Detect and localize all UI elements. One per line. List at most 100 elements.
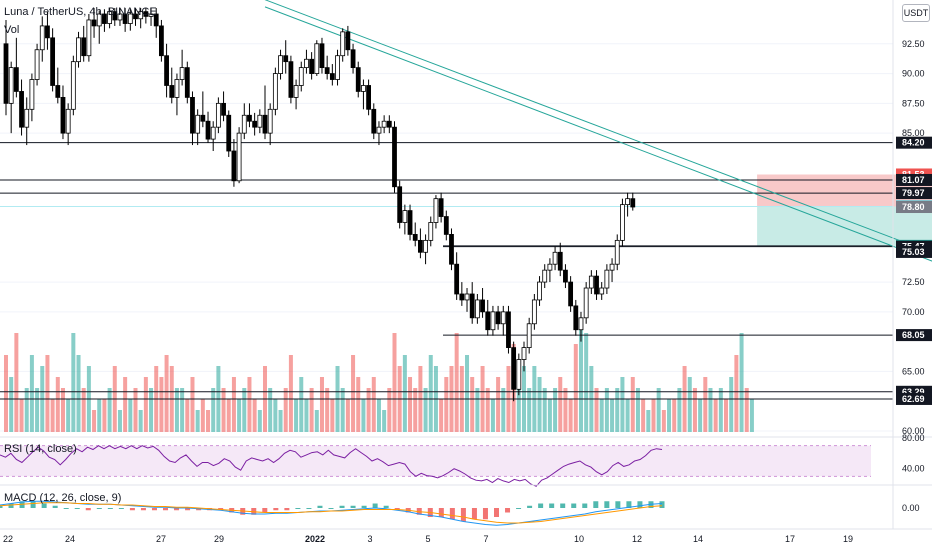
volume-bar	[604, 388, 609, 432]
volume-bar	[200, 399, 205, 432]
candle-body	[552, 251, 558, 265]
candle-body	[293, 85, 299, 98]
macd-histogram-bar	[438, 508, 444, 517]
macd-histogram-bar	[30, 501, 36, 508]
macd-histogram-bar	[350, 505, 356, 508]
symbol-title[interactable]: Luna / TetherUS, 4h, BINANCE	[4, 6, 157, 18]
time-tick-label: 10	[574, 534, 584, 544]
candle-body	[319, 43, 325, 69]
volume-bar	[661, 410, 666, 432]
macd-histogram-bar	[339, 505, 345, 508]
candle-body	[174, 79, 180, 98]
volume-bar	[221, 388, 226, 432]
volume-bar	[314, 410, 319, 432]
volume-bar	[734, 355, 739, 432]
candle-body	[568, 281, 574, 307]
candle-body	[620, 204, 625, 241]
candle-body	[376, 126, 382, 134]
candle-body	[464, 293, 470, 301]
time-axis[interactable]: 22 24 27 29 2022 3 5 7 10 12 14 17 19	[3, 534, 853, 544]
macd-histogram-bar	[151, 508, 157, 511]
candle-body	[122, 13, 128, 24]
volume-bar	[454, 333, 459, 432]
trendlines[interactable]	[264, 0, 932, 283]
volume-bar	[206, 410, 211, 432]
volume-bar	[76, 355, 81, 432]
macd-histogram-bar	[8, 503, 14, 508]
candle-body	[102, 13, 107, 24]
volume-bar	[50, 399, 55, 432]
candle-body	[366, 85, 372, 110]
candle-body	[454, 263, 460, 295]
candle-body	[480, 299, 485, 313]
volume-bar	[553, 388, 558, 432]
volume-bar	[692, 388, 697, 432]
price-tick-label: 72.50	[902, 277, 925, 287]
macd-histogram-bar	[659, 501, 665, 508]
candle-body	[205, 120, 211, 140]
candle-body	[516, 359, 522, 390]
volume-bar	[268, 388, 273, 432]
macd-histogram-bar	[471, 508, 477, 520]
volume-bar	[635, 388, 640, 432]
candle-body	[604, 269, 610, 289]
macd-label: MACD (12, 26, close, 9)	[4, 492, 122, 504]
candle-body	[169, 85, 175, 98]
time-tick-label: 12	[632, 534, 642, 544]
volume-bar	[273, 399, 278, 432]
volume-bar	[345, 399, 350, 432]
candle-body	[117, 13, 123, 21]
volume-bar	[439, 399, 444, 432]
candle-body	[423, 239, 428, 253]
candle-body	[335, 55, 340, 80]
price-tick-label: 70.00	[902, 307, 925, 317]
macd-histogram-bar	[449, 508, 455, 520]
candle-body	[511, 347, 517, 390]
macd-histogram-bar	[0, 505, 3, 508]
volume-bar	[330, 399, 335, 432]
macd-histogram-bar	[516, 508, 522, 509]
price-tag-label: 62.69	[902, 394, 925, 404]
volume-bar	[356, 377, 361, 432]
volume-bar	[66, 399, 71, 432]
macd-histogram-bar	[185, 508, 191, 511]
candle-body	[469, 293, 475, 319]
candle-body	[283, 55, 289, 63]
candle-body	[200, 114, 206, 122]
candle-body	[314, 43, 320, 74]
volume-bar	[288, 355, 293, 432]
price-tag-box	[896, 173, 932, 186]
volume-bar	[319, 377, 324, 432]
price-tag-label: 78.80	[902, 202, 925, 212]
volume-bar	[117, 410, 122, 432]
candle-body	[407, 210, 413, 235]
candle-body	[184, 67, 190, 98]
macd-histogram-bar	[295, 508, 301, 509]
candle-body	[29, 79, 35, 110]
volume-bar	[392, 333, 397, 432]
candle-body	[76, 37, 81, 63]
price-tag-label: 68.05	[902, 330, 925, 340]
volume-bar	[708, 388, 713, 432]
candle-body	[195, 114, 201, 134]
volume-bar	[558, 377, 563, 432]
price-axis[interactable]: 92.50 90.00 87.50 85.00 72.50 70.00 65.00 60.00…	[896, 39, 932, 513]
candle-body	[397, 186, 403, 223]
candle-body	[257, 114, 263, 128]
volume-bar	[294, 399, 299, 432]
macd-histogram-bar	[482, 508, 488, 520]
macd-histogram-bar	[460, 508, 466, 522]
volume-bar	[408, 377, 413, 432]
volume-bar	[309, 388, 314, 432]
volume-bar	[60, 388, 65, 432]
time-tick-label: 19	[843, 534, 853, 544]
volume-bar	[615, 388, 620, 432]
candle-body	[24, 108, 30, 128]
currency-selector[interactable]: USDT	[902, 4, 930, 22]
time-tick-label: 29	[214, 534, 224, 544]
volume-bar	[610, 399, 615, 432]
volume-bar	[351, 355, 356, 432]
candle-body	[304, 58, 309, 69]
macd-histogram-bar	[107, 508, 113, 509]
